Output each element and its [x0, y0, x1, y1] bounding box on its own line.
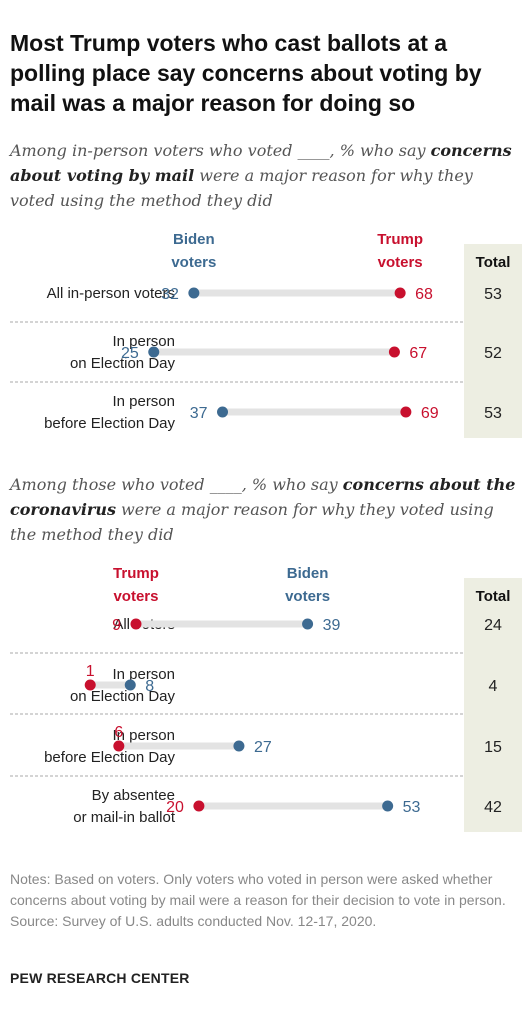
data-point-biden: [217, 406, 229, 418]
total-header: Total: [476, 254, 511, 271]
category-label: In person: [112, 333, 175, 350]
subtitle-part: Among those who voted ____, % who say: [10, 475, 343, 494]
data-label-biden: 39: [323, 617, 341, 634]
total-value: 53: [484, 405, 502, 422]
subtitle-coronavirus: Among those who voted ____, % who say co…: [10, 472, 520, 547]
total-header: Total: [476, 588, 511, 605]
data-point-trump: [400, 406, 412, 418]
legend-label-biden: voters: [171, 254, 216, 271]
data-label-biden: 32: [161, 286, 179, 303]
data-label-biden: 37: [190, 405, 208, 422]
legend-label-trump: voters: [378, 254, 423, 271]
data-point-trump: [388, 346, 400, 358]
category-label: In person: [112, 393, 175, 410]
data-label-trump: 67: [409, 345, 427, 362]
category-label: or mail-in ballot: [73, 809, 176, 826]
data-point-trump: [130, 618, 142, 630]
dot-chart-svg: Biden voters Trump voters Total All in-person…: [10, 231, 522, 438]
data-point-biden: [233, 740, 245, 752]
brand-logo-text: PEW RESEARCH CENTER: [10, 970, 190, 986]
data-point-trump: [394, 287, 406, 299]
legend-label-trump: Trump: [377, 231, 423, 248]
range-track: [90, 681, 131, 689]
total-value: 53: [484, 286, 502, 303]
category-label: By absentee: [92, 787, 175, 804]
subtitle-part: were a major reason for why they voted u…: [10, 500, 494, 544]
source-text: Source: Survey of U.S. adults conducted …: [10, 913, 377, 929]
total-value: 24: [484, 617, 502, 634]
legend-label-trump: Trump: [113, 565, 159, 582]
data-label-trump: 20: [166, 799, 184, 816]
data-label-trump: 68: [415, 286, 433, 303]
subtitle-voting-by-mail: Among in-person voters who voted ____, %…: [10, 138, 520, 213]
subtitle-part: Among in-person voters who voted ____, %…: [10, 141, 431, 160]
data-label-trump: 9: [112, 617, 121, 634]
range-track: [135, 620, 308, 628]
total-column-background: [464, 578, 522, 832]
data-point-biden: [124, 679, 136, 691]
total-value: 52: [484, 345, 502, 362]
data-point-trump: [193, 800, 205, 812]
category-label: on Election Day: [70, 355, 176, 372]
range-track: [153, 348, 395, 356]
data-point-biden: [188, 287, 200, 299]
legend-label-biden: voters: [285, 588, 330, 605]
dot-chart-voting-by-mail: Biden voters Trump voters Total All in-person…: [0, 226, 527, 438]
chart-title: Most Trump voters who cast ballots at a …: [10, 30, 482, 116]
legend-label-biden: Biden: [287, 565, 329, 582]
category-label: In person: [112, 666, 175, 683]
total-column-background: [464, 244, 522, 438]
data-label-trump: 6: [114, 724, 123, 741]
category-label: before Election Day: [44, 749, 175, 766]
data-label-biden: 53: [403, 799, 421, 816]
data-label-trump: 1: [86, 663, 95, 680]
data-point-trump: [84, 679, 96, 691]
data-label-biden: 27: [254, 739, 272, 756]
range-track: [193, 289, 401, 297]
data-point-trump: [113, 740, 125, 752]
subtitle-part: concerns about voting by mail: [10, 141, 512, 185]
data-point-biden: [148, 346, 160, 358]
data-point-biden: [382, 800, 394, 812]
category-label: All in-person voters: [47, 285, 175, 302]
total-value: 4: [489, 678, 498, 695]
data-point-biden: [302, 618, 314, 630]
legend-label-biden: Biden: [173, 231, 215, 248]
data-label-biden: 8: [145, 678, 154, 695]
total-value: 42: [484, 799, 502, 816]
legend-label-trump: voters: [113, 588, 158, 605]
range-track: [222, 408, 406, 416]
data-label-trump: 69: [421, 405, 439, 422]
range-track: [198, 802, 388, 810]
total-value: 15: [484, 739, 502, 756]
subtitle-part: were a major reason for why they voted u…: [10, 166, 473, 210]
subtitle-part: concerns about the coronavirus: [10, 475, 516, 519]
category-label: on Election Day: [70, 688, 176, 705]
category-label: In person: [112, 727, 175, 744]
data-label-biden: 25: [121, 345, 139, 362]
category-label: before Election Day: [44, 415, 175, 432]
range-track: [118, 742, 239, 750]
notes-text: Notes: Based on voters. Only voters who …: [10, 871, 506, 908]
notes: Notes: Based on voters. Only voters who …: [10, 869, 522, 932]
